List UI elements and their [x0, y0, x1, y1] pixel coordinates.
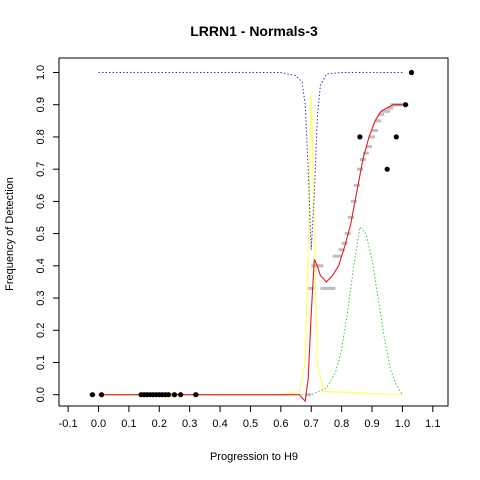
gray-trace-point — [323, 286, 330, 290]
data-point — [171, 392, 178, 398]
y-tick-label: 0.3 — [35, 290, 47, 305]
data-point — [402, 102, 409, 108]
x-axis-label: Progression to H9 — [210, 451, 298, 463]
x-tick-label: 0.6 — [273, 418, 288, 430]
data-point — [357, 134, 363, 140]
gray-trace-point — [347, 216, 354, 219]
x-tick-label: 0.8 — [334, 418, 349, 430]
red-fit-line — [98, 104, 403, 403]
axes: -0.1 0.0 0.1 0.2 0.3 0.4 0.5 0.6 0.7 0.8 0.9 1.0 1.1… — [35, 57, 449, 430]
gray-trace-point — [356, 167, 363, 171]
gray-trace-point — [369, 135, 375, 139]
data-point — [98, 392, 105, 398]
chart-title: LRRN1 - Normals-3 — [190, 23, 318, 39]
gray-trace-point — [362, 151, 369, 155]
gray-trace-point — [338, 248, 345, 252]
x-tick-label: -0.1 — [59, 418, 78, 430]
plot-area — [89, 69, 415, 403]
plot-frame — [58, 57, 449, 407]
x-tick-label: 0.3 — [182, 418, 197, 430]
gray-trace-point — [308, 286, 315, 290]
gray-trace-point — [335, 254, 342, 258]
y-axis-label: Frequency of Detection — [4, 177, 16, 291]
gray-trace-point — [317, 264, 324, 268]
gray-trace-point — [341, 241, 348, 245]
data-point — [384, 166, 390, 172]
gray-trace-point — [353, 183, 360, 187]
data-point — [408, 69, 415, 76]
gray-trace-point — [387, 106, 394, 110]
gray-trace-point — [366, 145, 372, 149]
data-point — [393, 134, 399, 140]
x-tick-label: 0.0 — [91, 418, 106, 430]
data-point — [193, 392, 199, 398]
y-tick-label: 0.9 — [35, 97, 47, 112]
gray-trace-point — [329, 286, 336, 290]
y-tick-label: 0.1 — [35, 355, 47, 370]
gray-trace-point — [384, 109, 391, 113]
y-tick-label: 0.8 — [35, 129, 47, 144]
gray-trace-point — [350, 199, 357, 203]
data-point — [165, 392, 171, 398]
green-series-line — [98, 226, 403, 396]
orange-marker — [170, 392, 173, 397]
x-tick-label: 0.7 — [304, 418, 319, 430]
x-tick-label: 0.4 — [212, 418, 227, 430]
gray-trace-point — [305, 393, 312, 397]
y-tick-label: 0.7 — [35, 162, 47, 177]
y-tick-label: 0.6 — [35, 194, 47, 209]
x-tick-label: 0.2 — [152, 418, 167, 430]
y-tick-label: 1.0 — [35, 65, 47, 80]
x-tick-label: 1.1 — [425, 418, 440, 430]
yellow-series-line — [98, 95, 403, 396]
gray-trace-point — [378, 112, 385, 116]
gray-trace-point — [372, 129, 379, 132]
y-tick-label: 0.5 — [35, 226, 47, 241]
blue-series-line — [98, 72, 403, 250]
data-point — [89, 392, 95, 398]
x-tick-label: 0.9 — [364, 418, 379, 430]
x-tick-label: 0.1 — [121, 418, 136, 430]
y-tick-label: 0.0 — [35, 387, 47, 402]
x-tick-label: 0.5 — [243, 418, 258, 430]
x-tick-label: 1.0 — [395, 418, 410, 430]
y-tick-label: 0.2 — [35, 323, 47, 338]
y-tick-label: 0.4 — [35, 258, 47, 273]
gray-trace-point — [375, 119, 382, 123]
data-point — [178, 392, 184, 398]
